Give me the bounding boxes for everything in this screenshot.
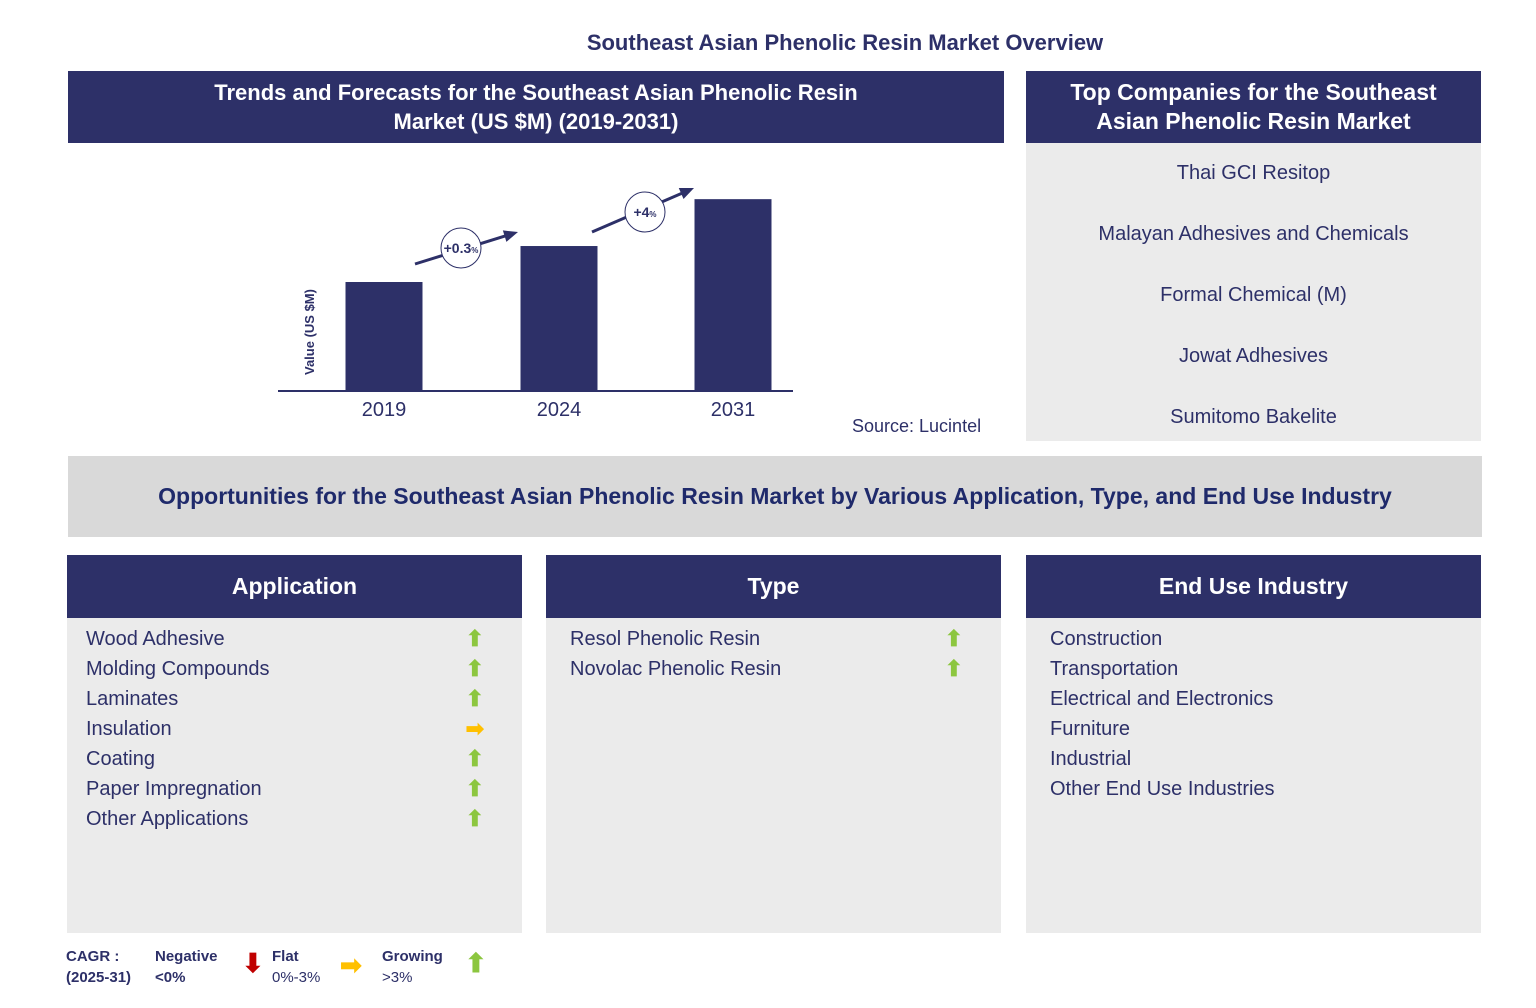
list-item: Transportation <box>1050 654 1451 684</box>
segment-panel: Wood Adhesive ⬆ Molding Compounds ⬆ Laminate… <box>67 618 522 933</box>
x-tick-label: 2024 <box>537 399 582 421</box>
legend-cagr-label: CAGR : <box>66 948 120 965</box>
arrow-up-icon: ⬆ <box>465 746 484 771</box>
arrow-head-icon <box>678 188 694 200</box>
item-label: Other End Use Industries <box>1050 777 1275 800</box>
list-item: Resol Phenolic Resin ⬆ <box>570 624 971 654</box>
cagr-unit: % <box>471 246 478 255</box>
cagr-circle <box>624 191 666 233</box>
list-item: Novolac Phenolic Resin ⬆ <box>570 654 971 684</box>
arrow-up-icon: ⬆ <box>465 948 487 978</box>
y-axis-label: Value (US $M) <box>302 289 317 375</box>
item-label: Wood Adhesive <box>86 627 225 650</box>
legend-negative-range: <0% <box>155 969 186 986</box>
bar-2019 <box>345 282 423 391</box>
list-item: Coating ⬆ <box>86 744 492 774</box>
cagr-unit: % <box>649 210 656 219</box>
legend-growing-label: Growing <box>382 948 443 965</box>
svg-text:+0.3%: +0.3% <box>444 240 479 256</box>
list-item: Paper Impregnation ⬆ <box>86 774 492 804</box>
arrow-up-icon: ⬆ <box>465 626 484 651</box>
arrow-up-icon: ⬆ <box>944 656 963 681</box>
item-label: Laminates <box>86 687 179 710</box>
companies-header: Top Companies for the Southeast Asian Ph… <box>1026 71 1481 143</box>
cagr-circle <box>440 227 482 269</box>
legend-flat-range: 0%-3% <box>272 969 321 986</box>
legend-growing-range: >3% <box>382 969 413 986</box>
company-item: Formal Chemical (M) <box>1160 284 1347 306</box>
list-item: Electrical and Electronics <box>1050 684 1451 714</box>
cagr-value: +0.3 <box>444 240 472 256</box>
arrow-up-icon: ⬆ <box>944 626 963 651</box>
bar-2024 <box>520 246 598 391</box>
legend-growing: Growing >3% <box>382 946 443 988</box>
arrow-up-icon: ⬆ <box>465 806 484 831</box>
segment-panel: Resol Phenolic Resin ⬆ Novolac Phenolic Re… <box>546 618 1001 933</box>
item-label: Furniture <box>1050 717 1131 740</box>
companies-list: Thai GCI Resitop Malayan Adhesives and C… <box>1026 143 1481 441</box>
legend-cagr: CAGR : (2025-31) <box>66 946 131 988</box>
cagr-value: +4 <box>633 204 649 220</box>
item-label: Paper Impregnation <box>86 777 262 800</box>
cagr-annotation: +0.3% <box>414 227 518 269</box>
segment-panel: Construction Transportation Electrical and… <box>1026 618 1481 933</box>
source-note: Source: Lucintel <box>852 416 982 436</box>
company-item: Thai GCI Resitop <box>1176 162 1331 184</box>
item-label: Coating <box>86 747 155 770</box>
legend-flat-label: Flat <box>272 948 299 965</box>
item-label: Industrial <box>1050 747 1132 770</box>
list-item: Wood Adhesive ⬆ <box>86 624 492 654</box>
segment-header: End Use Industry <box>1026 555 1481 618</box>
arrow-right-icon: ➡ <box>340 950 362 980</box>
arrow-head-icon <box>502 230 518 242</box>
segment-header: Application <box>67 555 522 618</box>
trends-header: Trends and Forecasts for the Southeast A… <box>68 71 1004 143</box>
item-label: Molding Compounds <box>86 657 270 680</box>
company-item: Malayan Adhesives and Chemicals <box>1098 223 1409 245</box>
list-item: Construction <box>1050 624 1451 654</box>
item-label: Electrical and Electronics <box>1050 687 1274 710</box>
arrow-up-icon: ⬆ <box>465 656 484 681</box>
bar-2031 <box>694 199 772 391</box>
item-label: Insulation <box>86 717 172 740</box>
legend-flat: Flat 0%-3% <box>272 946 320 988</box>
x-tick-label: 2019 <box>362 399 407 421</box>
company-item: Sumitomo Bakelite <box>1170 406 1337 428</box>
item-label: Transportation <box>1050 657 1179 680</box>
arrow-up-icon: ⬆ <box>465 686 484 711</box>
arrow-up-icon: ⬆ <box>465 776 484 801</box>
cagr-annotation: +4% <box>591 188 694 234</box>
legend-negative: Negative <0% <box>155 946 218 988</box>
opportunities-banner: Opportunities for the Southeast Asian Ph… <box>68 456 1482 537</box>
list-item: Insulation ➡ <box>86 714 492 744</box>
x-tick-label: 2031 <box>711 399 756 421</box>
arrow-down-icon: ⬇ <box>242 948 264 978</box>
page-title: Southeast Asian Phenolic Resin Market Ov… <box>586 30 1104 55</box>
legend-period: (2025-31) <box>66 969 132 986</box>
arrow-right-icon: ➡ <box>465 716 484 741</box>
list-item: Industrial <box>1050 744 1451 774</box>
legend-negative-label: Negative <box>155 948 218 965</box>
list-item: Furniture <box>1050 714 1451 744</box>
item-label: Novolac Phenolic Resin <box>570 657 782 680</box>
item-label: Resol Phenolic Resin <box>570 627 761 650</box>
svg-text:+4%: +4% <box>633 204 656 220</box>
item-label: Construction <box>1050 627 1163 650</box>
company-item: Jowat Adhesives <box>1179 345 1328 367</box>
bar-chart: Value (US $M) 2019 2024 2031 +0.3% +4% <box>278 188 793 421</box>
segment-header: Type <box>546 555 1001 618</box>
list-item: Molding Compounds ⬆ <box>86 654 492 684</box>
item-label: Other Applications <box>86 807 249 830</box>
list-item: Other Applications ⬆ <box>86 804 492 834</box>
list-item: Other End Use Industries <box>1050 774 1451 804</box>
list-item: Laminates ⬆ <box>86 684 492 714</box>
